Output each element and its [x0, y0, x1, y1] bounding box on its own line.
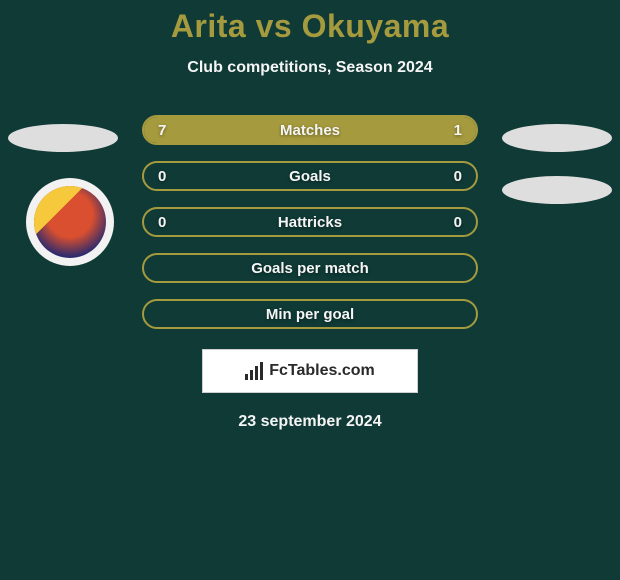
stat-row: 0 0 Goals [142, 161, 478, 191]
stat-row: 7 1 Matches [142, 115, 478, 145]
stat-label: Min per goal [266, 306, 354, 323]
club-crest-icon [34, 186, 106, 258]
stat-left-value: 0 [158, 168, 166, 185]
stat-right-value: 0 [454, 214, 462, 231]
subtitle: Club competitions, Season 2024 [187, 59, 432, 77]
stat-left-value: 7 [158, 122, 166, 139]
logo-text: FcTables.com [269, 362, 375, 380]
stat-bar-left [144, 117, 406, 143]
stats-host: 7 1 Matches 0 0 Goals 0 0 Hattricks Goals per mat… [142, 115, 478, 345]
stat-row: Min per goal [142, 299, 478, 329]
stat-row: 0 0 Hattricks [142, 207, 478, 237]
source-logo: FcTables.com [202, 349, 418, 393]
stat-label: Goals per match [251, 260, 369, 277]
stat-label: Goals [289, 168, 331, 185]
player-right-avatar [502, 124, 612, 152]
player-left-badge [26, 178, 114, 266]
stat-right-value: 0 [454, 168, 462, 185]
player-right-avatar-2 [502, 176, 612, 204]
player-left-avatar [8, 124, 118, 152]
stat-label: Matches [280, 122, 340, 139]
page-title: Arita vs Okuyama [171, 8, 449, 45]
stat-bar-right [406, 117, 476, 143]
chart-icon [245, 362, 263, 380]
stat-row: Goals per match [142, 253, 478, 283]
stat-right-value: 1 [454, 122, 462, 139]
stat-label: Hattricks [278, 214, 342, 231]
stat-left-value: 0 [158, 214, 166, 231]
date-label: 23 september 2024 [238, 413, 381, 431]
